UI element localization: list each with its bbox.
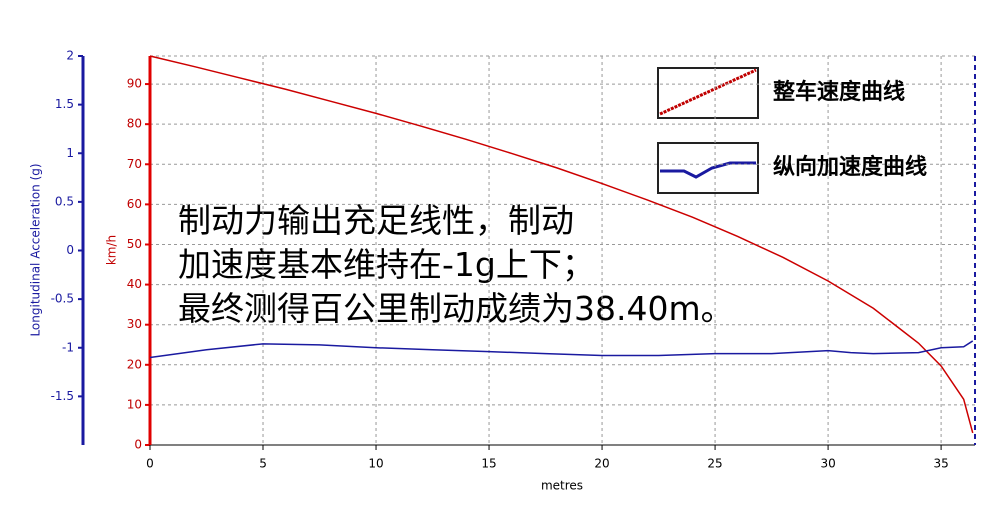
x-tick-label: 25	[707, 457, 722, 471]
y2-tick-label: 1.5	[55, 97, 74, 111]
y-tick-label: 40	[127, 277, 142, 291]
legend-line	[659, 68, 757, 116]
y-tick-label: 80	[127, 117, 142, 131]
y2-tick-label: -1.5	[51, 389, 74, 403]
x-tick-label: 30	[820, 457, 835, 471]
series-line	[149, 340, 974, 359]
legend-swatch	[657, 142, 759, 194]
y-tick-label: 90	[127, 77, 142, 91]
y-tick-label: 60	[127, 197, 142, 211]
x-tick-label: 5	[259, 457, 267, 471]
annotation: 加速度基本维持在-1g上下；	[178, 245, 595, 284]
y-tick-label: 10	[127, 397, 142, 411]
y2-tick-label: 2	[66, 49, 74, 63]
x-tick-label: 15	[481, 457, 496, 471]
legend-label: 整车速度曲线	[773, 79, 905, 105]
y-tick-label: 0	[134, 438, 142, 452]
series-line	[149, 55, 974, 434]
y-tick-label: 50	[127, 237, 142, 251]
y2-tick-label: -0.5	[51, 292, 74, 306]
y2-tick-label: 0.5	[55, 194, 74, 208]
x-tick-label: 35	[933, 457, 948, 471]
y-tick-label: 70	[127, 157, 142, 171]
y-tick-label: 30	[127, 317, 142, 331]
y2-tick-label: 0	[66, 243, 74, 257]
x-tick-label: 10	[368, 457, 383, 471]
y2-tick-label: -1	[62, 340, 74, 354]
y-tick-label: 20	[127, 357, 142, 371]
y2-axis-label: Longitudinal Acceleration (g)	[29, 163, 43, 336]
legend-label: 纵向加速度曲线	[773, 154, 927, 180]
legend-line	[660, 161, 756, 179]
annotation: 最终测得百公里制动成绩为38.40m。	[178, 289, 734, 328]
x-tick-label: 20	[594, 457, 609, 471]
x-tick-label: 0	[146, 457, 154, 471]
y-axis-label: km/h	[105, 235, 119, 265]
x-axis-label: metres	[541, 479, 583, 493]
y2-tick-label: 1	[66, 146, 74, 160]
